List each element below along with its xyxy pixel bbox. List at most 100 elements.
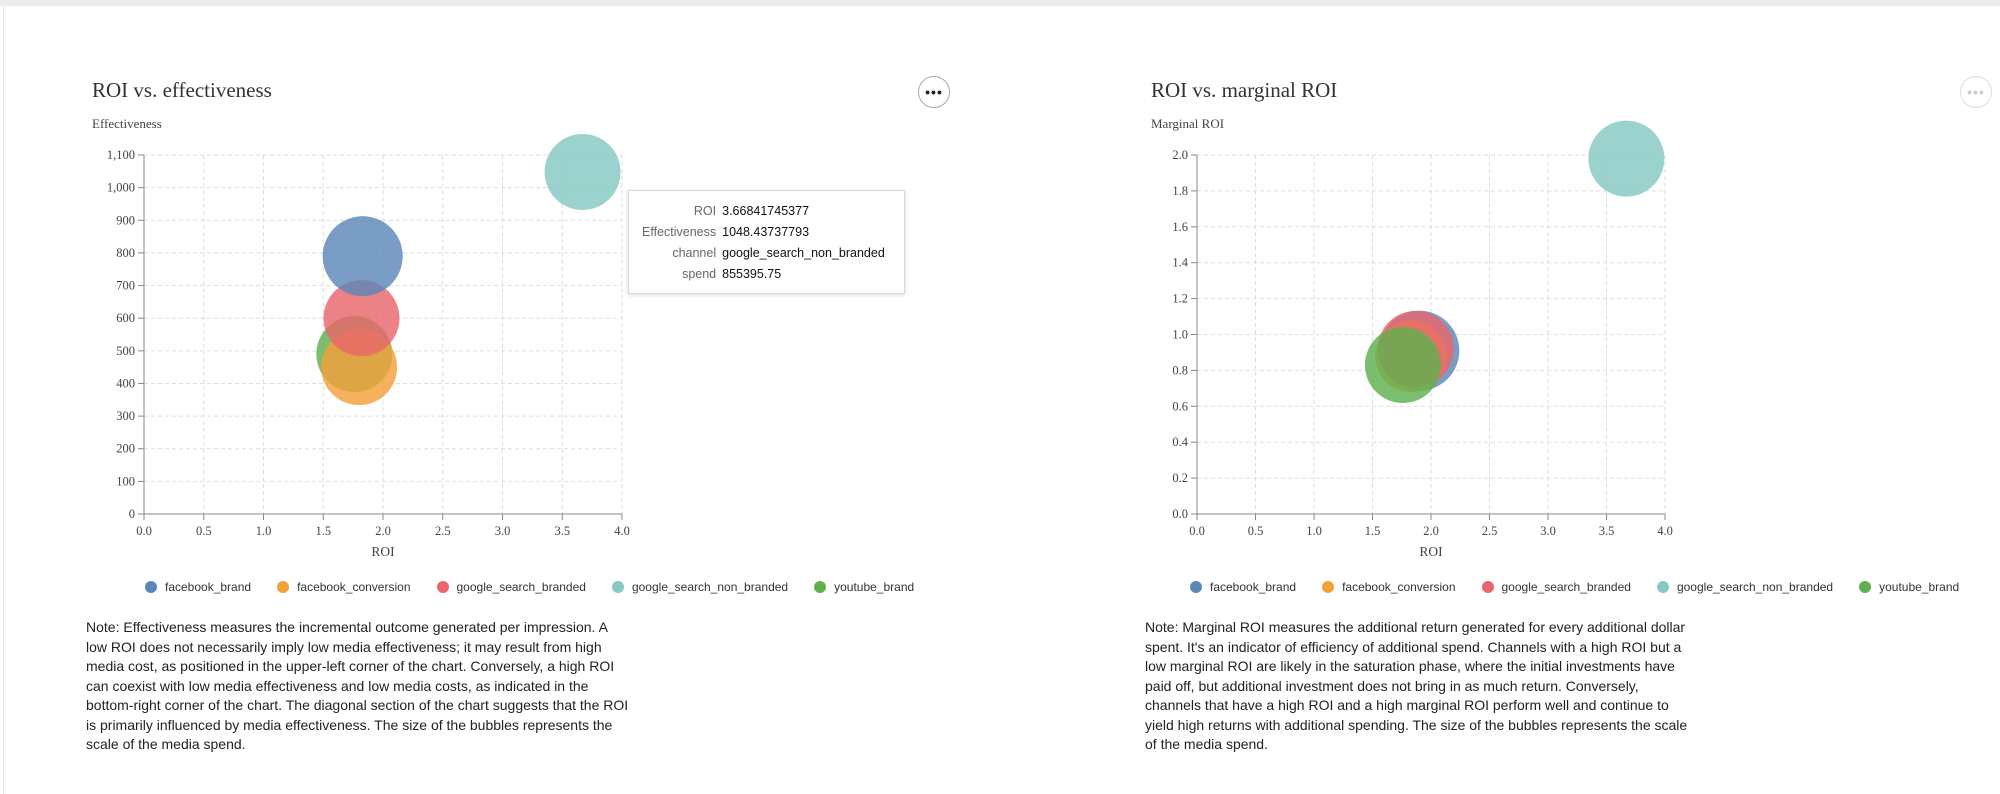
bubble-chart-roi-marginal-roi: 0.0 0.2 0.4 0.6 0.8 1.0 1.2 1.4 1.6 1.8 2.0 0.0 0.5 1… xyxy=(1172,120,1673,559)
x-tick-label: 1.0 xyxy=(256,524,272,538)
y-tick-label: 0.0 xyxy=(1172,507,1188,521)
chart-menu-button[interactable]: ••• xyxy=(918,76,950,108)
top-bar xyxy=(0,0,2000,6)
y-tick-label: 0.8 xyxy=(1172,363,1188,377)
y-tick-label: 2.0 xyxy=(1172,148,1188,162)
y-tick-label: 300 xyxy=(116,409,135,423)
legend: facebook_brand facebook_conversion google_… xyxy=(1190,580,1985,594)
tooltip-key: spend xyxy=(682,267,717,281)
legend-swatch xyxy=(277,581,290,593)
y-tick-label: 100 xyxy=(116,474,135,488)
bubble-google-search-non-branded[interactable] xyxy=(544,133,621,210)
tooltip-value: 855395.75 xyxy=(722,267,782,281)
legend-swatch xyxy=(1859,581,1872,593)
y-tick-label: 0.6 xyxy=(1172,399,1188,413)
bubble-google-search-branded[interactable] xyxy=(323,280,400,357)
tooltip-value: 3.66841745377 xyxy=(722,204,810,218)
legend-swatch xyxy=(1322,581,1335,593)
y-tick-label: 1.0 xyxy=(1172,328,1188,342)
tooltip: ROI 3.66841745377 Effectiveness 1048.43737… xyxy=(628,190,905,294)
legend-label: facebook_conversion xyxy=(297,580,411,594)
y-tick-label: 1.4 xyxy=(1172,256,1188,270)
y-tick-label: 400 xyxy=(116,376,135,390)
legend-label: google_search_non_branded xyxy=(1676,580,1834,594)
y-axis-title: Effectiveness xyxy=(92,116,162,131)
y-tick-label: 0 xyxy=(129,507,135,521)
legend-label: youtube_brand xyxy=(1879,580,1960,594)
x-tick-label: 1.5 xyxy=(1365,524,1381,538)
chart-title: ROI vs. marginal ROI xyxy=(1151,78,1338,102)
y-tick-label: 1,000 xyxy=(107,181,135,195)
chart-panel-roi-effectiveness: ROI vs. effectiveness Effectiveness ••• … xyxy=(0,0,990,794)
x-tick-label: 2.5 xyxy=(1482,524,1498,538)
x-tick-label: 3.0 xyxy=(1540,524,1556,538)
legend-item-google-search-non-branded[interactable]: google_search_non_branded xyxy=(1656,580,1834,594)
x-tick-label: 2.5 xyxy=(435,524,451,538)
legend-item-facebook-brand[interactable]: facebook_brand xyxy=(145,580,251,594)
tooltip-value: google_search_non_branded xyxy=(722,246,885,260)
chart-note: Note: Effectiveness measures the increme… xyxy=(86,619,629,752)
y-tick-label: 600 xyxy=(116,311,135,325)
legend-item-google-search-branded[interactable]: google_search_branded xyxy=(436,580,586,594)
tooltip-key: ROI xyxy=(693,204,717,218)
x-tick-label: 0.0 xyxy=(136,524,152,538)
tooltip-value: 1048.43737793 xyxy=(722,225,810,239)
legend-item-facebook-brand[interactable]: facebook_brand xyxy=(1190,580,1296,594)
x-tick-label: 2.0 xyxy=(375,524,391,538)
legend-label: google_search_branded xyxy=(1501,580,1631,594)
legend-swatch xyxy=(1190,581,1202,593)
tooltip-key: Effectiveness xyxy=(642,225,717,239)
legend-label: google_search_branded xyxy=(456,580,586,594)
legend-label: google_search_non_branded xyxy=(631,580,789,594)
x-tick-label: 4.0 xyxy=(1657,524,1673,538)
y-tick-label: 700 xyxy=(116,279,135,293)
x-tick-label: 2.0 xyxy=(1423,524,1439,538)
x-tick-label: 4.0 xyxy=(614,524,630,538)
legend-label: facebook_conversion xyxy=(1342,580,1456,594)
x-axis-title: ROI xyxy=(1419,544,1443,559)
left-border xyxy=(3,6,4,794)
legend-swatch xyxy=(814,581,827,593)
legend-item-youtube-brand[interactable]: youtube_brand xyxy=(814,580,914,594)
legend-label: facebook_brand xyxy=(165,580,252,594)
legend-swatch xyxy=(1481,581,1494,593)
x-tick-label: 1.5 xyxy=(315,524,331,538)
bubble-facebook-brand[interactable] xyxy=(322,216,403,297)
chart-panel-roi-marginal-roi: ROI vs. marginal ROI Marginal ROI ••• 0.… xyxy=(1045,0,2000,794)
y-tick-label: 1.6 xyxy=(1172,220,1188,234)
legend-item-facebook-conversion[interactable]: facebook_conversion xyxy=(1322,580,1456,594)
y-tick-label: 500 xyxy=(116,344,135,358)
x-tick-label: 1.0 xyxy=(1306,524,1322,538)
x-tick-label: 3.5 xyxy=(1599,524,1615,538)
legend-label: facebook_brand xyxy=(1210,580,1297,594)
y-tick-label: 200 xyxy=(116,442,135,456)
y-tick-label: 1,100 xyxy=(107,148,135,162)
x-tick-label: 0.5 xyxy=(196,524,212,538)
x-tick-label: 0.0 xyxy=(1189,524,1205,538)
y-tick-label: 0.2 xyxy=(1172,471,1188,485)
bubble-chart-roi-effectiveness: 0 100 200 300 400 500 600 700 800 900 1,000 1,100 0.… xyxy=(107,133,630,559)
y-tick-label: 900 xyxy=(116,213,135,227)
y-tick-label: 0.4 xyxy=(1172,435,1188,449)
chart-menu-button[interactable]: ••• xyxy=(1960,76,1992,108)
legend: facebook_brand facebook_conversion google_… xyxy=(145,580,940,594)
legend-item-google-search-non-branded[interactable]: google_search_non_branded xyxy=(611,580,789,594)
bubble-youtube-brand[interactable] xyxy=(1364,327,1441,404)
tooltip-key: channel xyxy=(672,246,717,260)
y-tick-label: 1.8 xyxy=(1172,184,1188,198)
x-tick-label: 0.5 xyxy=(1248,524,1264,538)
legend-item-youtube-brand[interactable]: youtube_brand xyxy=(1859,580,1959,594)
legend-swatch xyxy=(1656,581,1669,593)
x-axis-title: ROI xyxy=(371,544,395,559)
legend-swatch xyxy=(436,581,449,593)
x-tick-label: 3.0 xyxy=(495,524,511,538)
y-axis-title: Marginal ROI xyxy=(1151,116,1225,131)
legend-swatch xyxy=(145,581,157,593)
legend-swatch xyxy=(611,581,624,593)
legend-item-google-search-branded[interactable]: google_search_branded xyxy=(1481,580,1631,594)
y-tick-label: 1.2 xyxy=(1172,292,1188,306)
legend-item-facebook-conversion[interactable]: facebook_conversion xyxy=(277,580,411,594)
bubble-google-search-non-branded[interactable] xyxy=(1588,120,1665,197)
y-tick-label: 800 xyxy=(116,246,135,260)
chart-title: ROI vs. effectiveness xyxy=(92,78,272,102)
